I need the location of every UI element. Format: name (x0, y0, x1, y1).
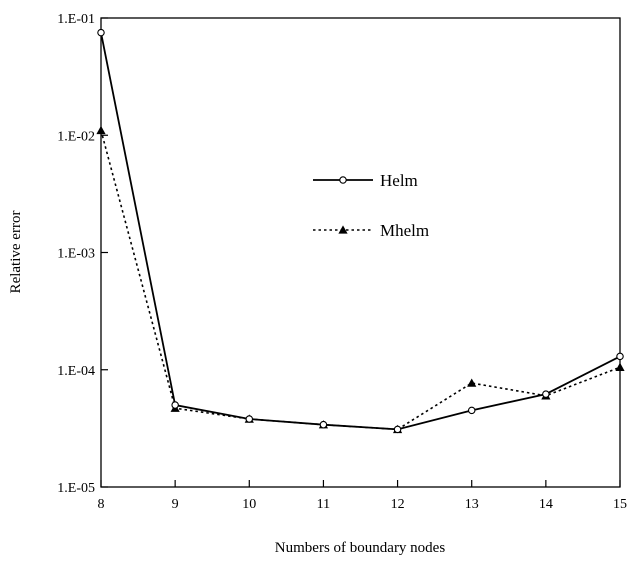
helm-point (542, 390, 550, 398)
mhelm-point (96, 125, 106, 135)
y-tick-label: 1.E-04 (57, 364, 95, 379)
helm-point (245, 415, 254, 423)
y-tick-label: 1.E-03 (57, 247, 95, 262)
helm-point (393, 425, 402, 434)
x-tick-label: 10 (242, 497, 256, 512)
legend: Helm Mhelm (313, 171, 429, 240)
x-tick-label: 15 (613, 497, 627, 512)
legend-marker (338, 225, 348, 234)
legend-item-mhelm: Mhelm (313, 221, 429, 240)
series-line-mhelm (100, 130, 621, 431)
helm-point (319, 420, 328, 429)
x-axis-title: Numbers of boundary nodes (275, 540, 446, 556)
helm-point (171, 401, 179, 409)
x-tick-label: 9 (172, 497, 179, 512)
legend-label: Mhelm (380, 221, 429, 240)
x-tick-label: 12 (391, 497, 405, 512)
series-layer (96, 28, 625, 434)
y-axis: 1.E-05 1.E-04 1.E-03 1.E-02 1.E-01 (57, 12, 108, 496)
series-mhelm (96, 125, 625, 434)
y-axis-title: Relative error (8, 211, 24, 294)
x-tick-label: 14 (539, 497, 553, 512)
x-tick-label: 13 (465, 497, 479, 512)
series-line-helm (100, 32, 621, 431)
series-helm (97, 28, 624, 434)
mhelm-point (615, 362, 625, 371)
x-axis: 8 9 10 11 12 13 14 15 (98, 480, 627, 512)
helm-point (467, 406, 476, 415)
x-tick-label: 11 (317, 497, 330, 512)
helm-point (97, 28, 105, 37)
mhelm-point (467, 378, 477, 387)
y-tick-label: 1.E-02 (57, 129, 95, 144)
helm-point (616, 352, 624, 361)
legend-label: Helm (380, 171, 418, 190)
legend-marker (339, 176, 347, 184)
y-tick-label: 1.E-01 (57, 12, 95, 27)
x-tick-label: 8 (98, 497, 105, 512)
y-tick-label: 1.E-05 (57, 481, 95, 496)
plot-frame (100, 17, 621, 488)
legend-item-helm: Helm (313, 171, 418, 190)
